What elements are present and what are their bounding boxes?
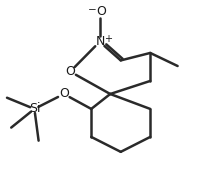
- Text: Si: Si: [29, 102, 40, 115]
- Text: N: N: [96, 35, 105, 48]
- Text: O: O: [96, 5, 106, 18]
- Text: +: +: [104, 34, 112, 44]
- Text: O: O: [59, 87, 69, 101]
- Text: O: O: [65, 65, 75, 78]
- Text: −: −: [88, 5, 97, 15]
